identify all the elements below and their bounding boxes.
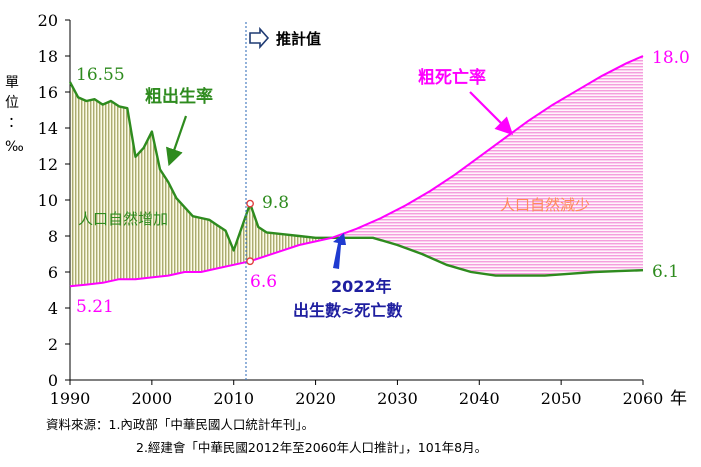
source-line-2: 2.經建會「中華民國2012年至2060年人口推計」，101年8月。: [136, 440, 488, 455]
birth-series-label: 粗出生率: [145, 86, 213, 107]
death-2012-label: 6.6: [250, 272, 277, 292]
x-tick-label: 2020: [295, 389, 336, 408]
natural-decrease-label: 人口自然減少: [500, 196, 590, 214]
x-tick-label: 2040: [459, 389, 500, 408]
x-axis-label: 年: [670, 389, 687, 409]
projection-arrow-icon: [249, 26, 270, 50]
y-tick-label: 14: [38, 119, 58, 138]
projection-label: 推計值: [276, 30, 321, 48]
y-tick-label: 10: [38, 191, 58, 210]
birth-2012-marker: [246, 199, 254, 208]
death-end-label: 18.0: [652, 48, 690, 68]
birth-2012-label: 9.8: [262, 193, 289, 213]
x-tick-label: 2000: [131, 389, 172, 408]
birth-series-arrow: [166, 115, 188, 167]
x-tick-label: 2050: [541, 389, 582, 408]
y-tick-label: 8: [48, 227, 58, 246]
y-tick-label: 20: [38, 11, 58, 30]
natural-decrease-area: [332, 56, 643, 276]
y-tick-label: 6: [48, 263, 58, 282]
birth-rate-line: [68, 81, 644, 277]
death-series-label: 粗死亡率: [418, 67, 486, 88]
y-tick-label: 18: [38, 47, 58, 66]
death-series-arrow: [469, 91, 514, 136]
y-tick-label: 16: [38, 83, 58, 102]
natural-increase-area: [70, 82, 333, 287]
death-2012-marker: [246, 257, 254, 266]
x-tick-label: 2010: [213, 389, 254, 408]
y-tick-label: 2: [48, 335, 58, 354]
natural-increase-label: 人口自然增加: [78, 210, 168, 228]
crossover-text-label: 出生數≈死亡數: [293, 301, 402, 320]
plot-area: [70, 56, 643, 287]
x-tick-label: 1990: [50, 389, 91, 408]
series-layer: [68, 55, 644, 288]
population-rate-chart: 0 2 4 6 8 10 12 14 16 18 20 1990 2000 2010 2020 2030 204…: [5, 11, 690, 409]
source-line-1: 資料來源：1.內政部「中華民國人口統計年刊」。: [46, 417, 315, 432]
birth-end-label: 6.1: [652, 262, 679, 282]
death-rate-line: [69, 55, 644, 288]
crossover-year-label: 2022年: [331, 277, 392, 296]
y-tick-label: 0: [48, 371, 58, 390]
crossover-arrow-icon: [333, 233, 346, 269]
y-tick-label: 12: [38, 155, 58, 174]
x-tick-label: 2060: [623, 389, 664, 408]
axes: 0 2 4 6 8 10 12 14 16 18 20 1990 2000 2010 2020 2030 204…: [38, 11, 664, 408]
birth-start-label: 16.55: [76, 65, 125, 85]
y-tick-label: 4: [48, 299, 58, 318]
x-tick-label: 2030: [377, 389, 418, 408]
y-axis-unit-label: 單 位 ： ‰: [5, 75, 26, 155]
death-start-label: 5.21: [76, 297, 114, 317]
